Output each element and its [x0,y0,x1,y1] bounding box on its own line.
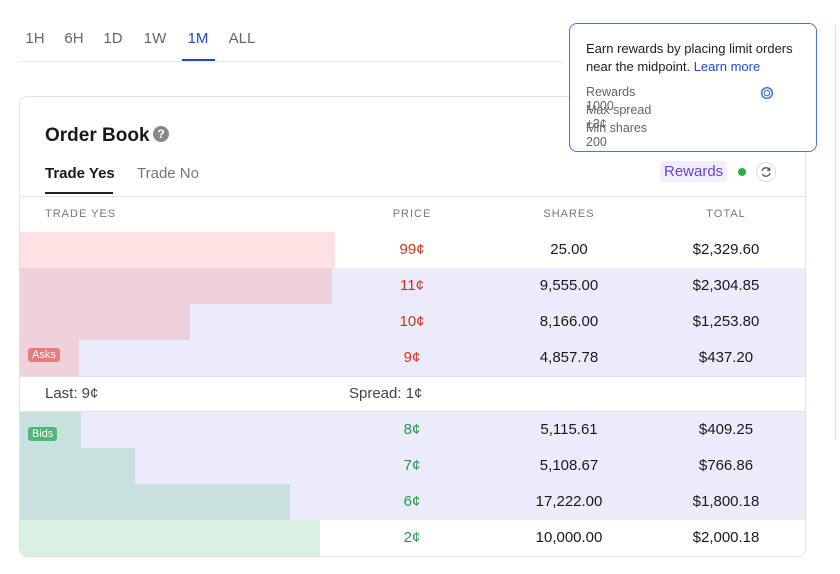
order-row: 10¢ 8,166.00 $1,253.80 [20,304,805,340]
price: 8¢ [403,421,421,438]
time-tab[interactable]: 1D [103,30,123,47]
tooltip-row: Min shares 200 [586,121,803,149]
depth-bar [20,232,335,268]
refresh-button[interactable] [756,162,776,182]
axis-label: Nov 26 [301,0,336,3]
shares: 9,555.00 [539,277,599,294]
last-price: Last: 9¢ [45,385,99,402]
time-tab[interactable]: 1M [187,30,209,47]
axis-label: Nov 25 [178,0,213,3]
order-row: 9¢ 4,857.78 $437.20 [20,340,805,376]
time-tab[interactable]: 1H [25,30,45,47]
axis-label: Nov 28 [547,0,582,3]
rewards-tooltip: Earn rewards by placing limit orders nea… [569,23,817,152]
depth-bar [20,520,320,556]
total: $2,304.85 [692,277,760,294]
column-header: PRICE [392,208,432,220]
total: $766.86 [698,457,754,474]
tooltip-text: Earn rewards by placing limit orders nea… [586,40,793,76]
tab-underline [45,192,113,194]
tooltip-line: near the midpoint. Learn more [586,58,793,76]
active-tab-underline [182,59,215,61]
tooltip-line: near the midpoint. [586,59,691,74]
order-row: 8¢ 5,115.61 $409.25 [20,412,805,448]
total: $1,800.18 [692,493,760,510]
tooltip-label: Rewards [586,85,636,99]
depth-bar [20,268,332,304]
tab-trade-no[interactable]: Trade No [137,165,199,182]
time-tab[interactable]: 6H [64,30,84,47]
total: $2,000.18 [692,529,760,546]
header-divider [20,196,805,197]
total: $437.20 [698,349,754,366]
coin-icon [761,87,773,99]
bids-badge: Bids [28,427,58,441]
depth-bar [20,484,290,520]
order-row: 99¢ 25.00 $2,329.60 [20,232,805,268]
tooltip-label: Min shares [586,121,648,135]
asks-badge: Asks [28,348,60,362]
order-book-title: Order Book [45,125,150,146]
price: 11¢ [400,277,424,294]
shares: 5,115.61 [540,421,598,438]
time-tab[interactable]: ALL [228,30,256,47]
tooltip-value: 200 [586,135,607,149]
axis-label: Nov 27 [424,0,459,3]
total: $1,253.80 [692,313,760,330]
depth-bar [20,304,190,340]
column-header: TOTAL [706,208,746,220]
tooltip-value: ±3¢ [586,117,607,131]
column-header: SHARES [543,208,595,220]
summary-row: Last: 9¢ Spread: 1¢ [20,376,805,412]
side-panel-edge [835,25,836,440]
price: 2¢ [403,529,421,546]
status-dot [738,168,746,176]
total: $409.25 [698,421,754,438]
tooltip-label: Max spread [586,103,652,117]
shares: 5,108.67 [539,457,599,474]
shares: 17,222.00 [535,493,603,510]
shares: 8,166.00 [539,313,599,330]
help-icon[interactable]: ? [153,126,169,142]
tab-trade-yes[interactable]: Trade Yes [45,165,115,182]
learn-more-link[interactable]: Learn more [693,59,761,74]
shares: 25.00 [550,241,588,258]
price: 10¢ [399,313,425,330]
price: 6¢ [403,493,421,510]
order-row: 11¢ 9,555.00 $2,304.85 [20,268,805,304]
shares: 4,857.78 [539,349,599,366]
price: 7¢ [403,457,421,474]
tooltip-value: 1000 [586,99,614,113]
axis-label: Nov 24 [55,0,90,3]
order-row: 6¢ 17,222.00 $1,800.18 [20,484,805,520]
tooltip-row: Rewards 1000 [586,85,803,113]
time-tab[interactable]: 1W [143,30,167,47]
total: $2,329.60 [692,241,760,258]
axis-label: Nov 29 [671,0,706,3]
depth-bar [20,448,136,484]
price: 99¢ [399,241,425,258]
order-row: 2¢ 10,000.00 $2,000.18 [20,520,805,556]
column-header: TRADE YES [45,208,117,220]
price: 9¢ [403,349,421,366]
rewards-button[interactable]: Rewards [660,161,728,182]
order-row: 7¢ 5,108.67 $766.86 [20,448,805,484]
shares: 10,000.00 [535,529,603,546]
order-book-card: Order Book ? Trade Yes Trade No Rewards … [19,96,806,557]
spread: Spread: 1¢ [349,385,423,402]
tooltip-row: Max spread ±3¢ [586,103,803,131]
divider [19,61,564,62]
tooltip-line: Earn rewards by placing limit orders [586,41,793,56]
